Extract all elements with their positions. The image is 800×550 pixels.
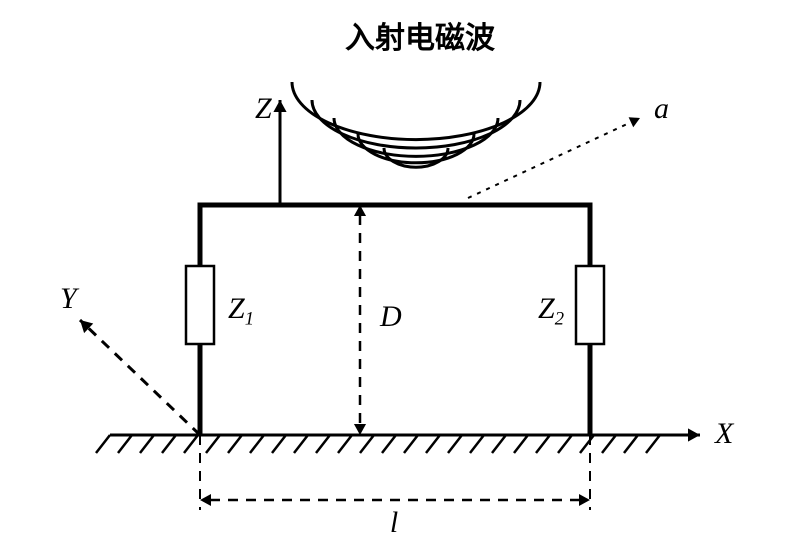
ground-hatch [96,435,110,453]
ground-hatch [602,435,616,453]
ground-hatch [580,435,594,453]
ground-hatch [250,435,264,453]
load-z1-box [186,266,214,344]
ground-hatch [448,435,462,453]
ground-hatch [360,435,374,453]
arrowhead [629,117,640,127]
arrowhead [354,424,366,435]
ground-hatch [228,435,242,453]
arrowhead [200,494,211,506]
arrowhead [688,428,700,441]
ground-hatch [404,435,418,453]
axis-y [80,320,200,435]
wave-arc [292,82,540,140]
ground-hatch [536,435,550,453]
ground-hatch [624,435,638,453]
title-incident-wave: 入射电磁波 [345,21,496,55]
load-z2-label: Z2 [538,292,564,330]
load-z1-label: Z1 [228,292,254,330]
ground-hatch [470,435,484,453]
ground-hatch [140,435,154,453]
ground-hatch [162,435,176,453]
ground-hatch [646,435,660,453]
ground-hatch [382,435,396,453]
arrowhead [579,494,590,506]
ground-hatch [558,435,572,453]
ground-hatch [206,435,220,453]
ground-hatch [338,435,352,453]
ground-hatch [316,435,330,453]
axis-x-label: X [714,417,735,450]
ground-hatch [272,435,286,453]
ground-hatch [184,435,198,453]
ground-hatch [118,435,132,453]
ground-hatch [294,435,308,453]
load-z2-box [576,266,604,344]
dimension-d-label: D [379,300,402,333]
arrowhead [273,100,286,112]
axis-y-label: Y [60,282,80,315]
ground-hatch [492,435,506,453]
dimension-l-label: l [390,506,398,539]
radius-a-label: a [654,92,669,125]
ground-hatch [514,435,528,453]
axis-z-label: Z [255,92,272,125]
ground-hatch [426,435,440,453]
